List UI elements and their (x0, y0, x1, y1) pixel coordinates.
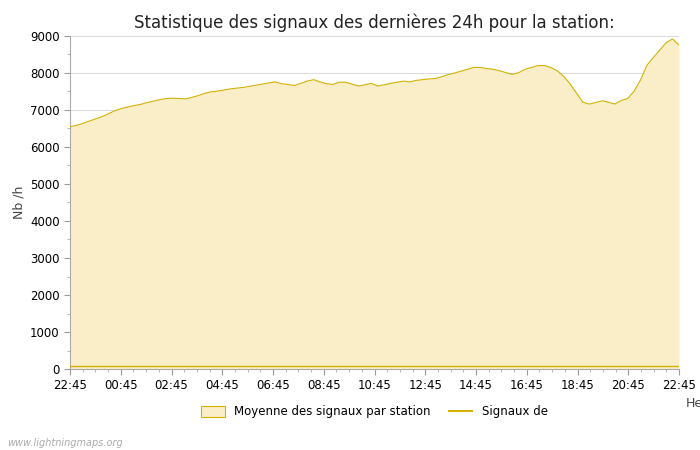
Text: Heure: Heure (686, 397, 700, 410)
Title: Statistique des signaux des dernières 24h pour la station:: Statistique des signaux des dernières 24… (134, 13, 615, 32)
Text: www.lightningmaps.org: www.lightningmaps.org (7, 438, 122, 448)
Y-axis label: Nb /h: Nb /h (13, 186, 26, 219)
Legend: Moyenne des signaux par station, Signaux de: Moyenne des signaux par station, Signaux… (197, 400, 552, 423)
